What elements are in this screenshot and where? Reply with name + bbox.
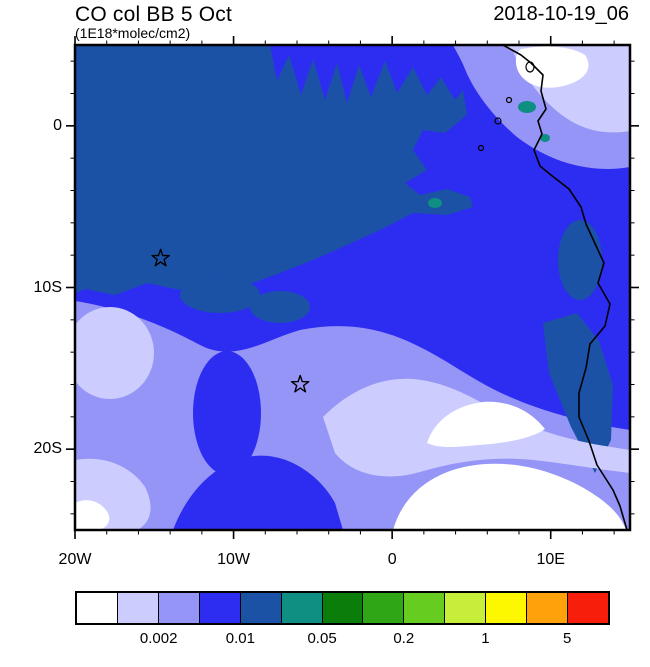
- colorbar-cell: [321, 593, 363, 623]
- colorbar-cell: [485, 593, 527, 623]
- colorbar-label: 0.2: [393, 630, 415, 647]
- colorbar-label: 0.01: [225, 630, 255, 647]
- colorbar-cell: [280, 593, 322, 623]
- x-tick-label: 0: [387, 551, 397, 568]
- map-svg: [66, 36, 639, 539]
- colorbar-label: 1: [481, 630, 490, 647]
- map-area: [63, 33, 642, 542]
- colorbar-cell: [567, 593, 608, 623]
- colorbar-cell: [77, 593, 117, 623]
- colorbar-cell: [444, 593, 486, 623]
- colorbar-label: 0.05: [307, 630, 337, 647]
- plot-timestamp: 2018-10-19_06: [493, 3, 629, 25]
- colorbar-cell: [239, 593, 281, 623]
- colorbar-cell: [116, 593, 158, 623]
- colorbar-cell: [362, 593, 404, 623]
- y-tick-label: 20S: [33, 440, 62, 458]
- colorbar-cell: [198, 593, 240, 623]
- y-tick-label: 10S: [33, 278, 62, 296]
- plot-title: CO col BB 5 Oct: [75, 3, 233, 26]
- plot-subtitle: (1E18*molec/cm2): [75, 25, 191, 41]
- colorbar: [75, 591, 610, 625]
- x-tick-label: 10E: [536, 551, 565, 568]
- colorbar-label: 5: [562, 630, 572, 647]
- colorbar-label: 0.002: [139, 630, 178, 647]
- colorbar-cell: [526, 593, 568, 623]
- colorbar-cell: [403, 593, 445, 623]
- colorbar-cell: [157, 593, 199, 623]
- x-tick-label: 20W: [58, 551, 92, 568]
- y-tick-label: 0: [53, 116, 62, 134]
- x-tick-label: 10W: [217, 551, 251, 568]
